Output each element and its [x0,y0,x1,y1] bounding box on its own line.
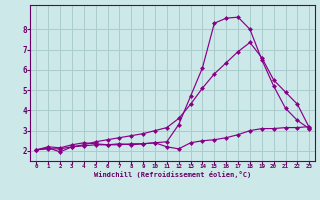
X-axis label: Windchill (Refroidissement éolien,°C): Windchill (Refroidissement éolien,°C) [94,171,252,178]
